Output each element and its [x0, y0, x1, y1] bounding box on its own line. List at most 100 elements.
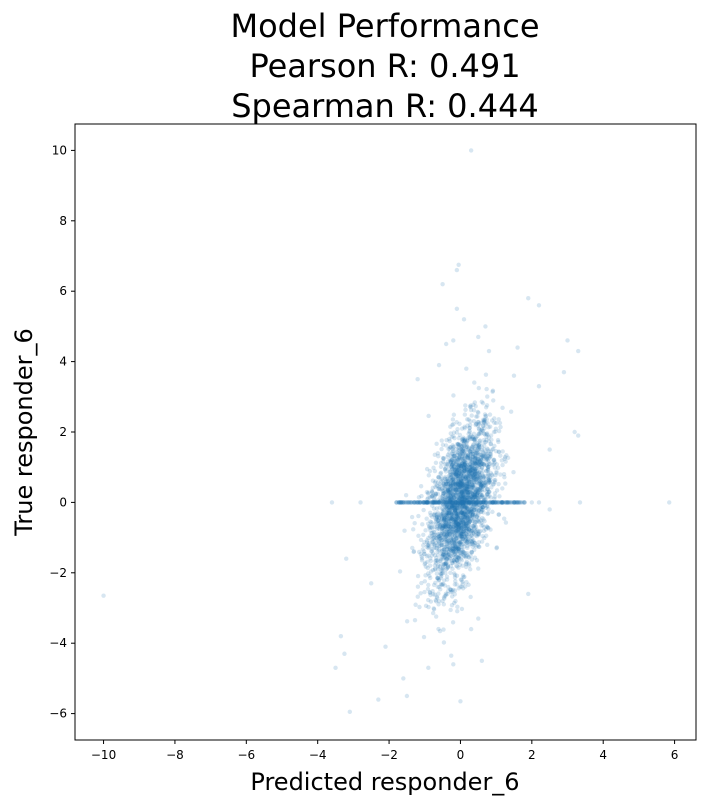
scatter-point — [493, 500, 498, 505]
scatter-point — [422, 551, 427, 556]
scatter-point — [479, 523, 484, 528]
scatter-point — [449, 434, 455, 440]
scatter-point — [459, 500, 464, 506]
scatter-point — [445, 513, 451, 518]
y-axis-label: True responder_6 — [10, 328, 38, 536]
scatter-point — [464, 561, 469, 566]
scatter-point — [457, 483, 463, 489]
scatter-point — [467, 462, 473, 467]
scatter-point — [447, 525, 453, 530]
scatter-point — [457, 479, 462, 485]
scatter-point — [461, 520, 467, 525]
scatter-point — [504, 500, 510, 505]
scatter-point — [445, 544, 451, 549]
scatter-point — [473, 512, 478, 518]
scatter-point — [441, 481, 446, 486]
scatter-point — [445, 541, 451, 546]
scatter-point — [376, 697, 381, 702]
scatter-point — [449, 503, 455, 509]
scatter-point — [460, 529, 465, 535]
scatter-point — [435, 558, 440, 563]
scatter-point — [456, 456, 461, 461]
scatter-point — [473, 488, 479, 494]
scatter-point — [468, 469, 473, 474]
scatter-point — [458, 456, 463, 462]
scatter-point — [471, 492, 476, 497]
scatter-point — [547, 447, 552, 452]
scatter-point — [470, 483, 475, 488]
scatter-point — [477, 459, 483, 464]
scatter-point — [470, 467, 476, 472]
scatter-point — [465, 553, 470, 558]
scatter-point — [466, 495, 472, 500]
scatter-point — [474, 480, 480, 486]
scatter-point — [442, 496, 447, 501]
scatter-point — [443, 484, 449, 490]
scatter-point — [473, 422, 478, 428]
scatter-point — [469, 467, 474, 472]
scatter-point — [466, 537, 471, 543]
scatter-point — [478, 506, 484, 511]
scatter-point — [475, 463, 481, 469]
scatter-point — [449, 463, 455, 468]
scatter-point — [444, 556, 450, 562]
scatter-point — [459, 503, 465, 509]
scatter-point — [451, 466, 457, 471]
scatter-point — [462, 438, 468, 443]
scatter-point — [461, 440, 467, 446]
scatter-point — [347, 709, 353, 715]
scatter-point — [460, 520, 466, 525]
scatter-point — [460, 513, 466, 519]
scatter-point — [450, 558, 455, 564]
scatter-point — [459, 515, 464, 521]
scatter-point — [464, 539, 469, 544]
scatter-point — [435, 526, 440, 532]
scatter-point — [459, 481, 464, 486]
scatter-point — [478, 462, 483, 468]
scatter-point — [446, 490, 451, 496]
scatter-point — [447, 502, 452, 507]
scatter-point — [454, 535, 459, 540]
scatter-point — [474, 503, 480, 508]
scatter-point — [457, 454, 462, 459]
scatter-point — [441, 525, 446, 530]
scatter-point — [451, 487, 456, 492]
scatter-point — [444, 547, 449, 552]
scatter-point — [457, 540, 463, 545]
scatter-point — [455, 505, 460, 510]
scatter-point — [480, 400, 486, 406]
scatter-point — [472, 494, 477, 500]
scatter-point — [460, 535, 466, 540]
scatter-point — [443, 544, 449, 549]
scatter-point — [490, 500, 496, 505]
scatter-point — [460, 444, 465, 449]
scatter-point — [473, 504, 478, 510]
scatter-point — [484, 456, 489, 461]
scatter-point — [465, 455, 471, 461]
scatter-point — [454, 487, 459, 492]
scatter-point — [484, 462, 489, 468]
scatter-point — [433, 516, 438, 521]
scatter-point — [428, 500, 433, 505]
scatter-point — [460, 463, 465, 468]
scatter-point — [455, 476, 460, 481]
scatter-point — [435, 510, 440, 515]
scatter-point — [450, 589, 455, 594]
scatter-point — [457, 458, 463, 463]
scatter-point — [463, 537, 469, 542]
scatter-point — [481, 474, 486, 479]
scatter-point — [427, 525, 432, 530]
scatter-point — [467, 466, 472, 471]
scatter-point — [492, 420, 497, 425]
scatter-point — [442, 524, 447, 530]
scatter-point — [475, 476, 480, 481]
scatter-point — [453, 544, 459, 550]
scatter-point — [512, 500, 517, 505]
scatter-point — [485, 494, 491, 500]
scatter-point — [449, 538, 455, 544]
scatter-point — [481, 480, 486, 486]
scatter-point — [412, 500, 418, 505]
scatter-point — [443, 493, 448, 498]
scatter-point — [415, 500, 421, 505]
